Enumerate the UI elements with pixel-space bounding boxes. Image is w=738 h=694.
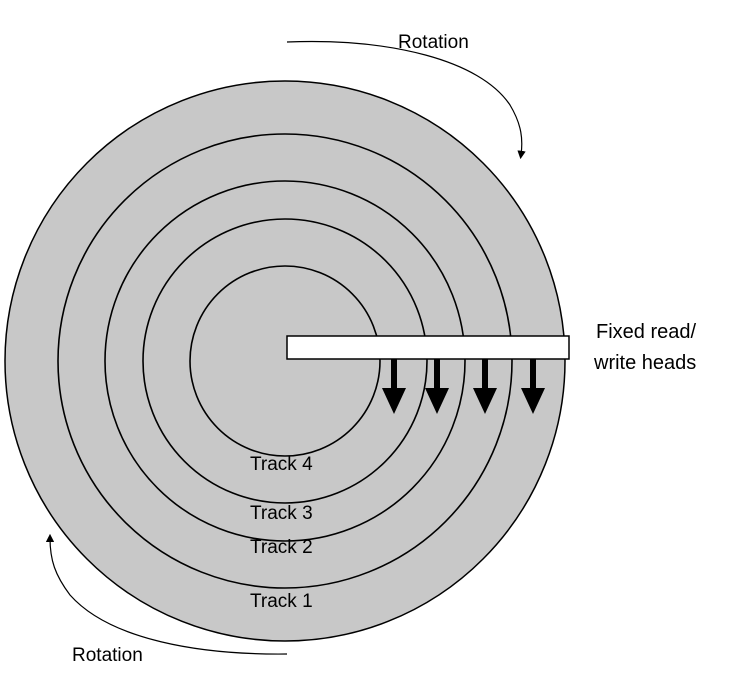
down-arrow-icon [425, 359, 449, 414]
down-arrow-icon [473, 359, 497, 414]
track-3-label: Track 3 [250, 503, 313, 524]
track-2-label: Track 2 [250, 537, 313, 558]
track-ring-1 [57, 133, 513, 589]
rotation-bottom-label: Rotation [72, 645, 143, 666]
disk-platter [4, 80, 566, 642]
track-ring-4 [189, 265, 381, 457]
track-ring-3 [142, 218, 428, 504]
track-ring-2 [104, 180, 466, 542]
head-label-line1: Fixed read/ [596, 321, 696, 343]
curved-arrow-icon [45, 533, 288, 655]
head-label-line2: write heads [593, 352, 696, 374]
track-1-label: Track 1 [250, 591, 313, 612]
down-arrow-icon [521, 359, 545, 414]
track-4-label: Track 4 [250, 454, 313, 475]
down-arrow-icon [382, 359, 406, 414]
head-arm [286, 335, 570, 360]
rotation-top-label: Rotation [398, 32, 469, 53]
curved-arrow-icon [286, 40, 526, 160]
